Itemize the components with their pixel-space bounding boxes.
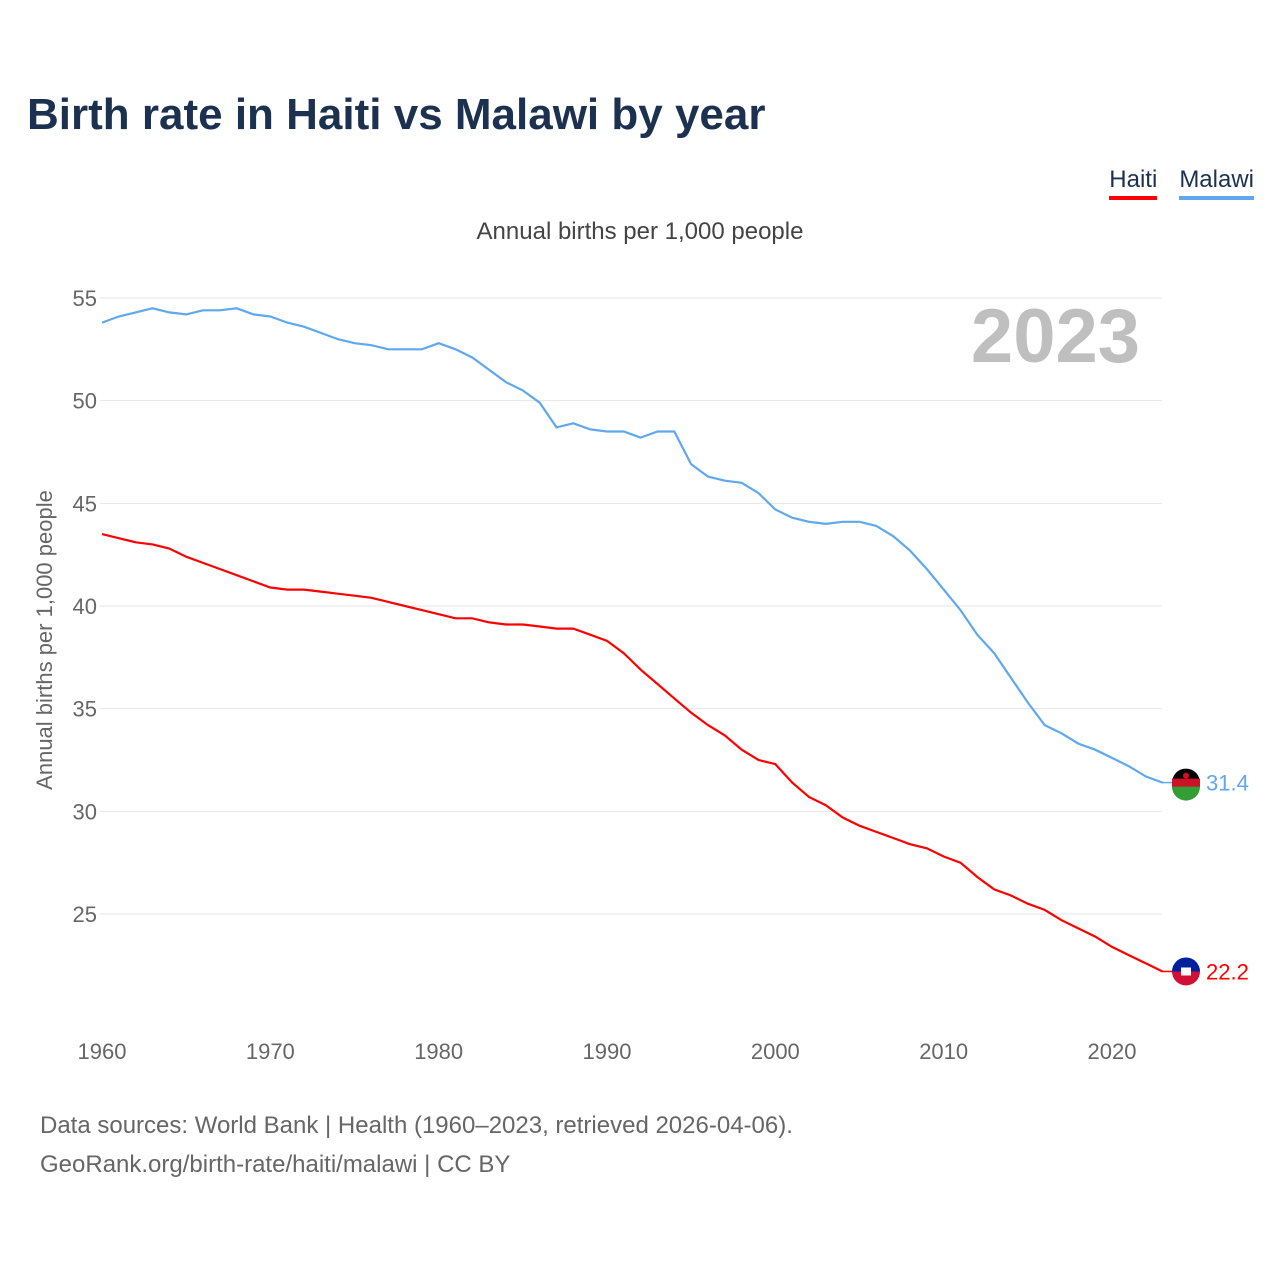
legend-haiti[interactable]: Haiti	[1109, 166, 1158, 200]
x-tick-label: 1990	[583, 1039, 632, 1064]
series-line-haiti	[101, 533, 1163, 973]
y-tick-label: 55	[73, 286, 97, 311]
haiti-flag-stripe	[1172, 971, 1200, 986]
x-tick-label: 2000	[751, 1039, 800, 1064]
x-tick-label: 1980	[414, 1039, 463, 1064]
legend: Haiti Malawi	[1109, 166, 1254, 200]
x-tick-label: 1970	[246, 1039, 295, 1064]
x-tick-label: 1960	[78, 1039, 127, 1064]
attribution-text: GeoRank.org/birth-rate/haiti/malawi | CC…	[40, 1151, 511, 1178]
y-tick-label: 30	[73, 799, 97, 824]
footer: Data sources: World Bank | Health (1960–…	[40, 1106, 793, 1184]
series-line-malawi	[101, 307, 1163, 784]
x-tick-label: 2020	[1088, 1039, 1137, 1064]
malawi-flag-stripe	[1172, 786, 1200, 801]
y-axis-label: Annual births per 1,000 people	[32, 490, 57, 790]
y-tick-label: 45	[73, 491, 97, 516]
year-watermark: 2023	[971, 294, 1140, 379]
end-value-label-haiti: 22.2	[1206, 959, 1249, 984]
haiti-flag-icon	[1172, 957, 1200, 972]
source-text: Data sources: World Bank | Health (1960–…	[40, 1112, 793, 1139]
y-tick-label: 25	[73, 902, 97, 927]
chart-title: Birth rate in Haiti vs Malawi by year	[27, 90, 766, 139]
y-tick-label: 40	[73, 594, 97, 619]
malawi-flag-sun	[1183, 772, 1189, 779]
legend-malawi[interactable]: Malawi	[1179, 166, 1254, 200]
end-value-label-malawi: 31.4	[1206, 771, 1249, 796]
malawi-flag-stripe	[1172, 778, 1200, 788]
haiti-flag-emblem	[1181, 967, 1191, 976]
chart-subtitle: Annual births per 1,000 people	[476, 218, 804, 245]
y-tick-label: 50	[73, 389, 97, 414]
x-tick-label: 2010	[919, 1039, 968, 1064]
y-tick-label: 35	[73, 697, 97, 722]
